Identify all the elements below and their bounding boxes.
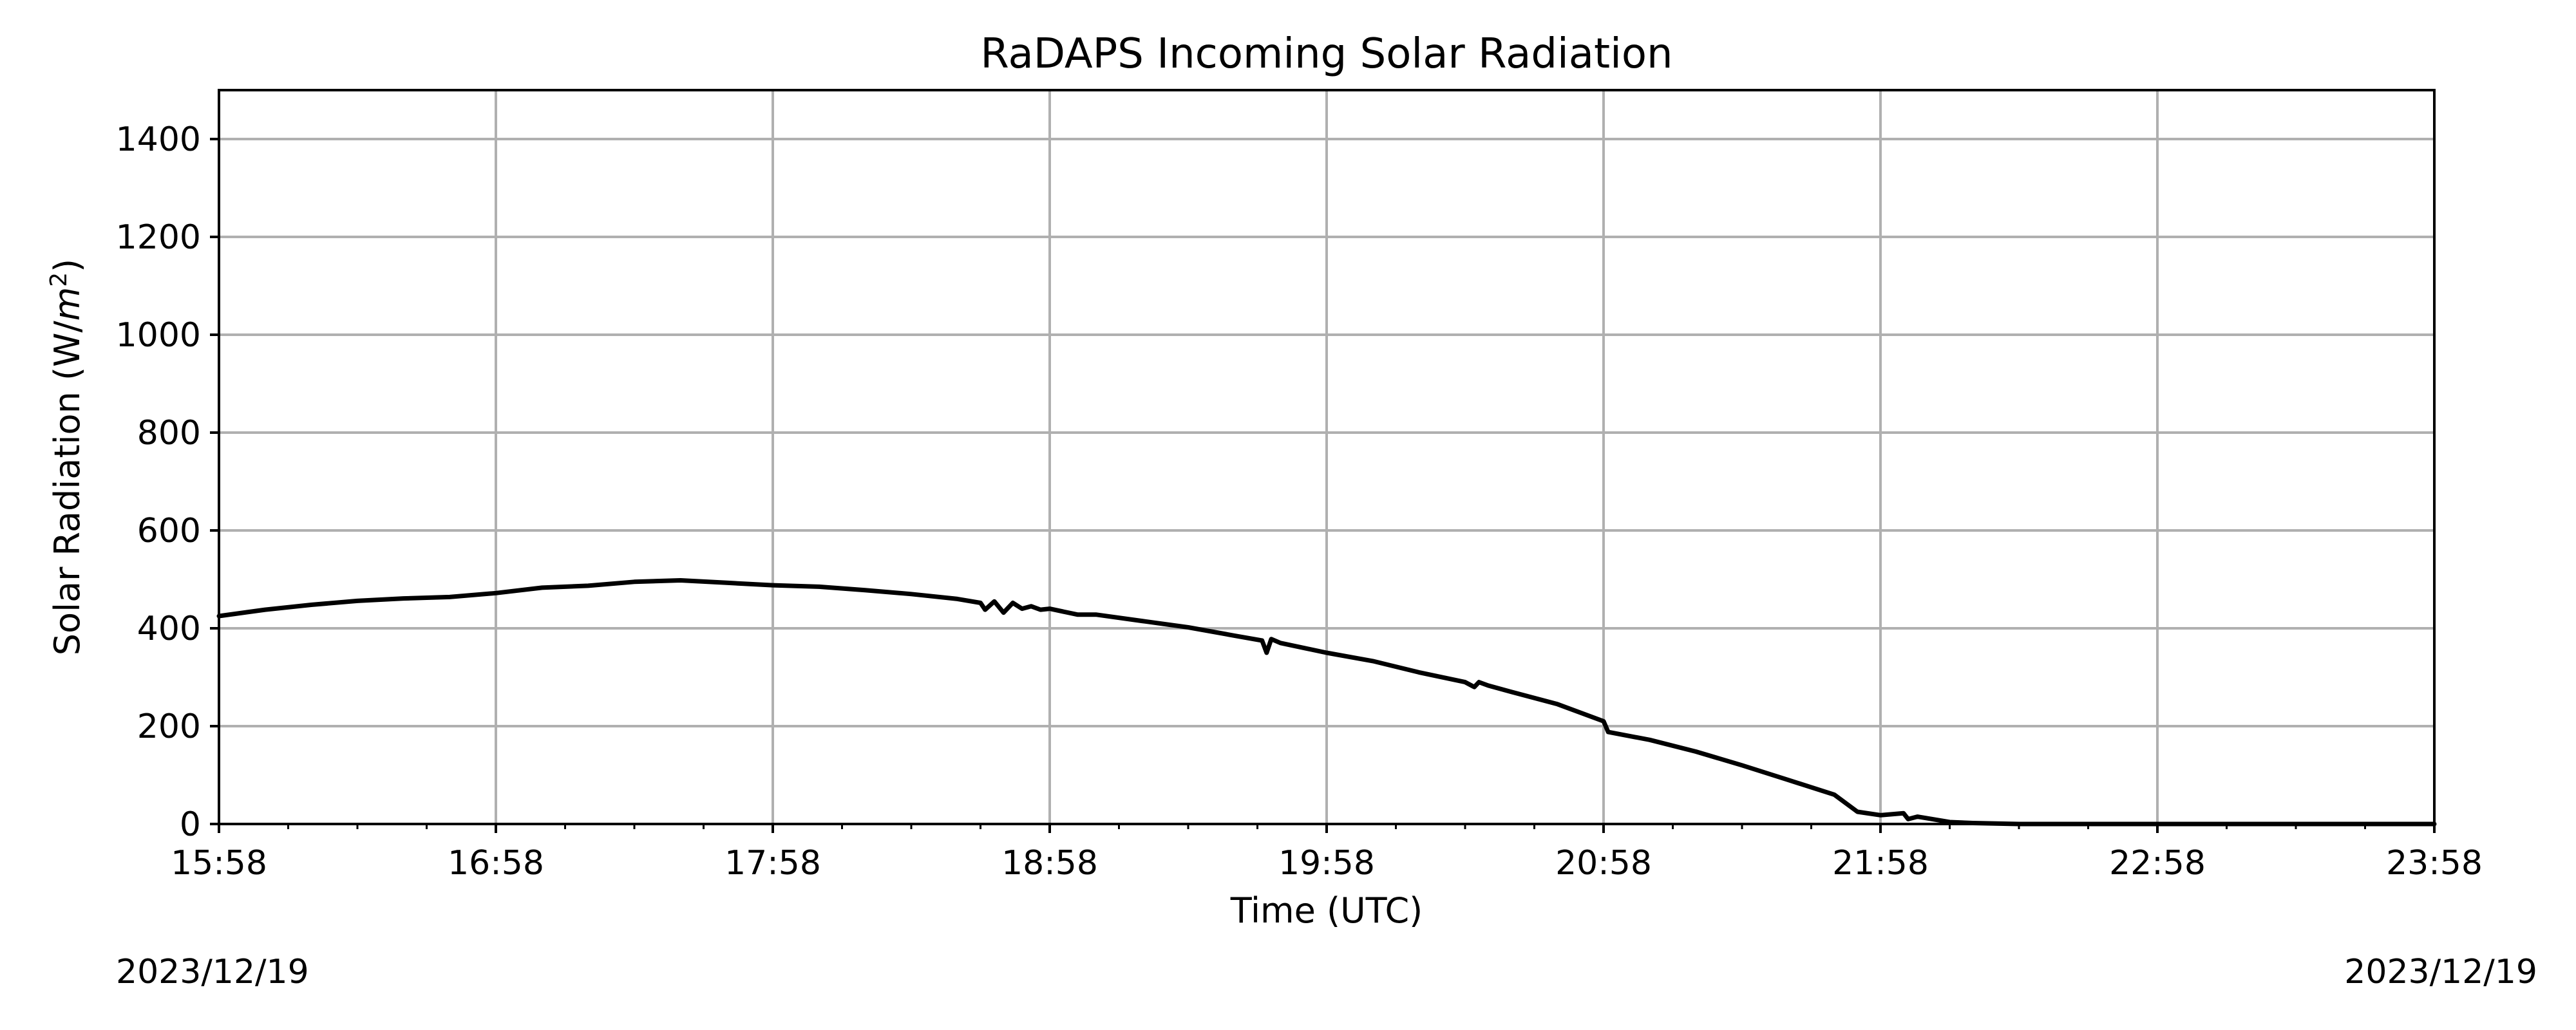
- axis-ticks: [210, 138, 2436, 833]
- x-tick-label: 21:58: [1832, 844, 1929, 883]
- grid-lines: [218, 90, 2436, 825]
- y-tick-label: 400: [137, 610, 201, 648]
- y-tick-label: 0: [180, 805, 201, 844]
- y-axis-label-close: ): [47, 259, 88, 272]
- y-axis-label-unit-var: m: [47, 287, 88, 321]
- x-tick-labels: 15:58 16:58 17:58 18:58 19:58 20:58 21:58 22:58…: [171, 844, 2483, 883]
- y-tick-label: 200: [137, 707, 201, 746]
- x-tick-label: 19:58: [1278, 844, 1375, 883]
- series-layer: [216, 578, 2437, 827]
- y-tick-label: 1000: [116, 316, 201, 355]
- y-tick-label: 800: [137, 414, 201, 453]
- x-tick-label: 17:58: [724, 844, 821, 883]
- end-date-label: 2023/12/19: [2344, 953, 2537, 991]
- x-tick-label: 18:58: [1001, 844, 1098, 883]
- x-tick-label: 20:58: [1555, 844, 1652, 883]
- x-tick-label: 23:58: [2386, 844, 2483, 883]
- y-axis-label: Solar Radiation (W/m2): [46, 259, 88, 655]
- start-date-label: 2023/12/19: [116, 953, 309, 991]
- y-axis-label-unit-exponent: 2: [46, 272, 72, 287]
- chart-title: RaDAPS Incoming Solar Radiation: [980, 30, 1672, 78]
- x-tick-label: 15:58: [171, 844, 267, 883]
- y-axis-label-text: Solar Radiation (W/: [47, 321, 88, 656]
- y-tick-label: 1200: [116, 218, 201, 257]
- y-tick-label: 600: [137, 512, 201, 550]
- x-axis-label: Time (UTC): [1230, 890, 1423, 931]
- y-tick-label: 1400: [116, 120, 201, 159]
- series-line: [216, 578, 2437, 827]
- y-tick-labels: 0 200 400 600 800 1000 1200 1400: [116, 120, 201, 844]
- x-tick-label: 22:58: [2109, 844, 2206, 883]
- x-tick-label: 16:58: [448, 844, 544, 883]
